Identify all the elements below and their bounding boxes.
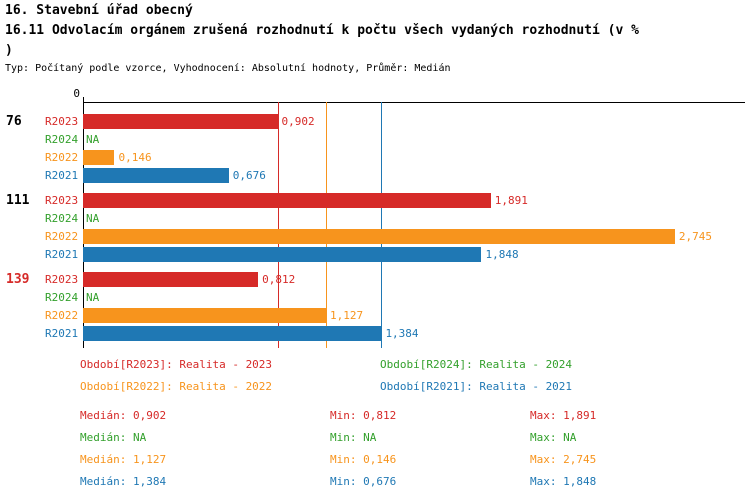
series-label: R2021: [45, 327, 79, 340]
bar-value-label: 1,848: [485, 248, 519, 261]
bar: [83, 168, 229, 183]
chart-subtitle: 16.11 Odvolacím orgánem zrušená rozhodnu…: [5, 23, 639, 58]
series-label: R2023: [45, 273, 79, 286]
legend-item-r2022: Období[R2022]: Realita - 2022: [80, 380, 273, 393]
stat-min-r2022: Min: 0,146: [330, 453, 397, 466]
bar: [83, 229, 675, 244]
bar-value-label: NA: [86, 291, 100, 304]
bar: [83, 150, 115, 165]
bar-value-label: NA: [86, 133, 100, 146]
series-label: R2024: [45, 291, 79, 304]
bar: [83, 326, 382, 341]
bar: [83, 247, 482, 262]
stat-median-r2022: Medián: 1,127: [80, 453, 167, 466]
stat-max-r2024: Max: NA: [530, 431, 577, 444]
bar-value-label: NA: [86, 212, 100, 225]
legend-item-r2021: Období[R2021]: Realita - 2021: [380, 380, 573, 393]
stat-max-r2022: Max: 2,745: [530, 453, 597, 466]
bar-value-label: 0,902: [281, 115, 315, 128]
stat-min-r2023: Min: 0,812: [330, 409, 397, 422]
axis-left-line: [83, 102, 84, 348]
series-label: R2023: [45, 115, 79, 128]
axis-tick: [83, 97, 84, 102]
axis-top-line: [83, 102, 745, 103]
legend-item-r2024: Období[R2024]: Realita - 2024: [380, 358, 573, 371]
bar-value-label: 1,127: [330, 309, 364, 322]
series-label: R2021: [45, 248, 79, 261]
bar-value-label: 2,745: [678, 230, 713, 243]
page-title: 16. Stavební úřad obecný: [5, 3, 193, 18]
bar: [83, 272, 259, 287]
bar: [83, 193, 491, 208]
series-label: R2024: [45, 212, 79, 225]
bar-value-label: 1,891: [494, 194, 528, 207]
stat-min-r2021: Min: 0,676: [330, 475, 397, 488]
legend-item-r2023: Období[R2023]: Realita - 2023: [80, 358, 273, 371]
bar-chart: 0 76 R2023 0,902 R2024 NA R2022 0,146 R2021 0,676…: [0, 88, 750, 353]
stat-min-r2024: Min: NA: [330, 431, 377, 444]
series-label: R2024: [45, 133, 79, 146]
stat-median-r2021: Medián: 1,384: [80, 475, 167, 488]
group-label: 111: [6, 193, 30, 208]
series-label: R2023: [45, 194, 79, 207]
series-label: R2022: [45, 151, 79, 164]
bar: [83, 308, 327, 323]
group-label: 139: [6, 272, 30, 287]
stat-median-r2023: Medián: 0,902: [80, 409, 167, 422]
median-line-r2023: [277, 102, 279, 348]
bar-value-label: 0,812: [262, 273, 296, 286]
stats-table: Medián: 0,902 Min: 0,812 Max: 1,891 Medián:…: [0, 409, 750, 498]
bar-value-label: 0,676: [232, 169, 266, 182]
series-label: R2022: [45, 230, 79, 243]
bar-value-label: 1,384: [385, 327, 419, 340]
bar-value-label: 0,146: [118, 151, 152, 164]
stat-max-r2023: Max: 1,891: [530, 409, 597, 422]
bar: [83, 114, 278, 129]
series-label: R2022: [45, 309, 79, 322]
median-line-r2022: [326, 102, 328, 348]
stat-median-r2024: Medián: NA: [80, 431, 147, 444]
group-label: 76: [6, 114, 22, 129]
series-label: R2021: [45, 169, 79, 182]
legend: Období[R2023]: Realita - 2023 Období[R202…: [0, 358, 750, 406]
median-line-r2021: [381, 102, 383, 348]
chart-meta: Typ: Počítaný podle vzorce, Vyhodnocení:…: [5, 63, 451, 74]
axis-zero-label: 0: [73, 87, 80, 100]
stat-max-r2021: Max: 1,848: [530, 475, 597, 488]
